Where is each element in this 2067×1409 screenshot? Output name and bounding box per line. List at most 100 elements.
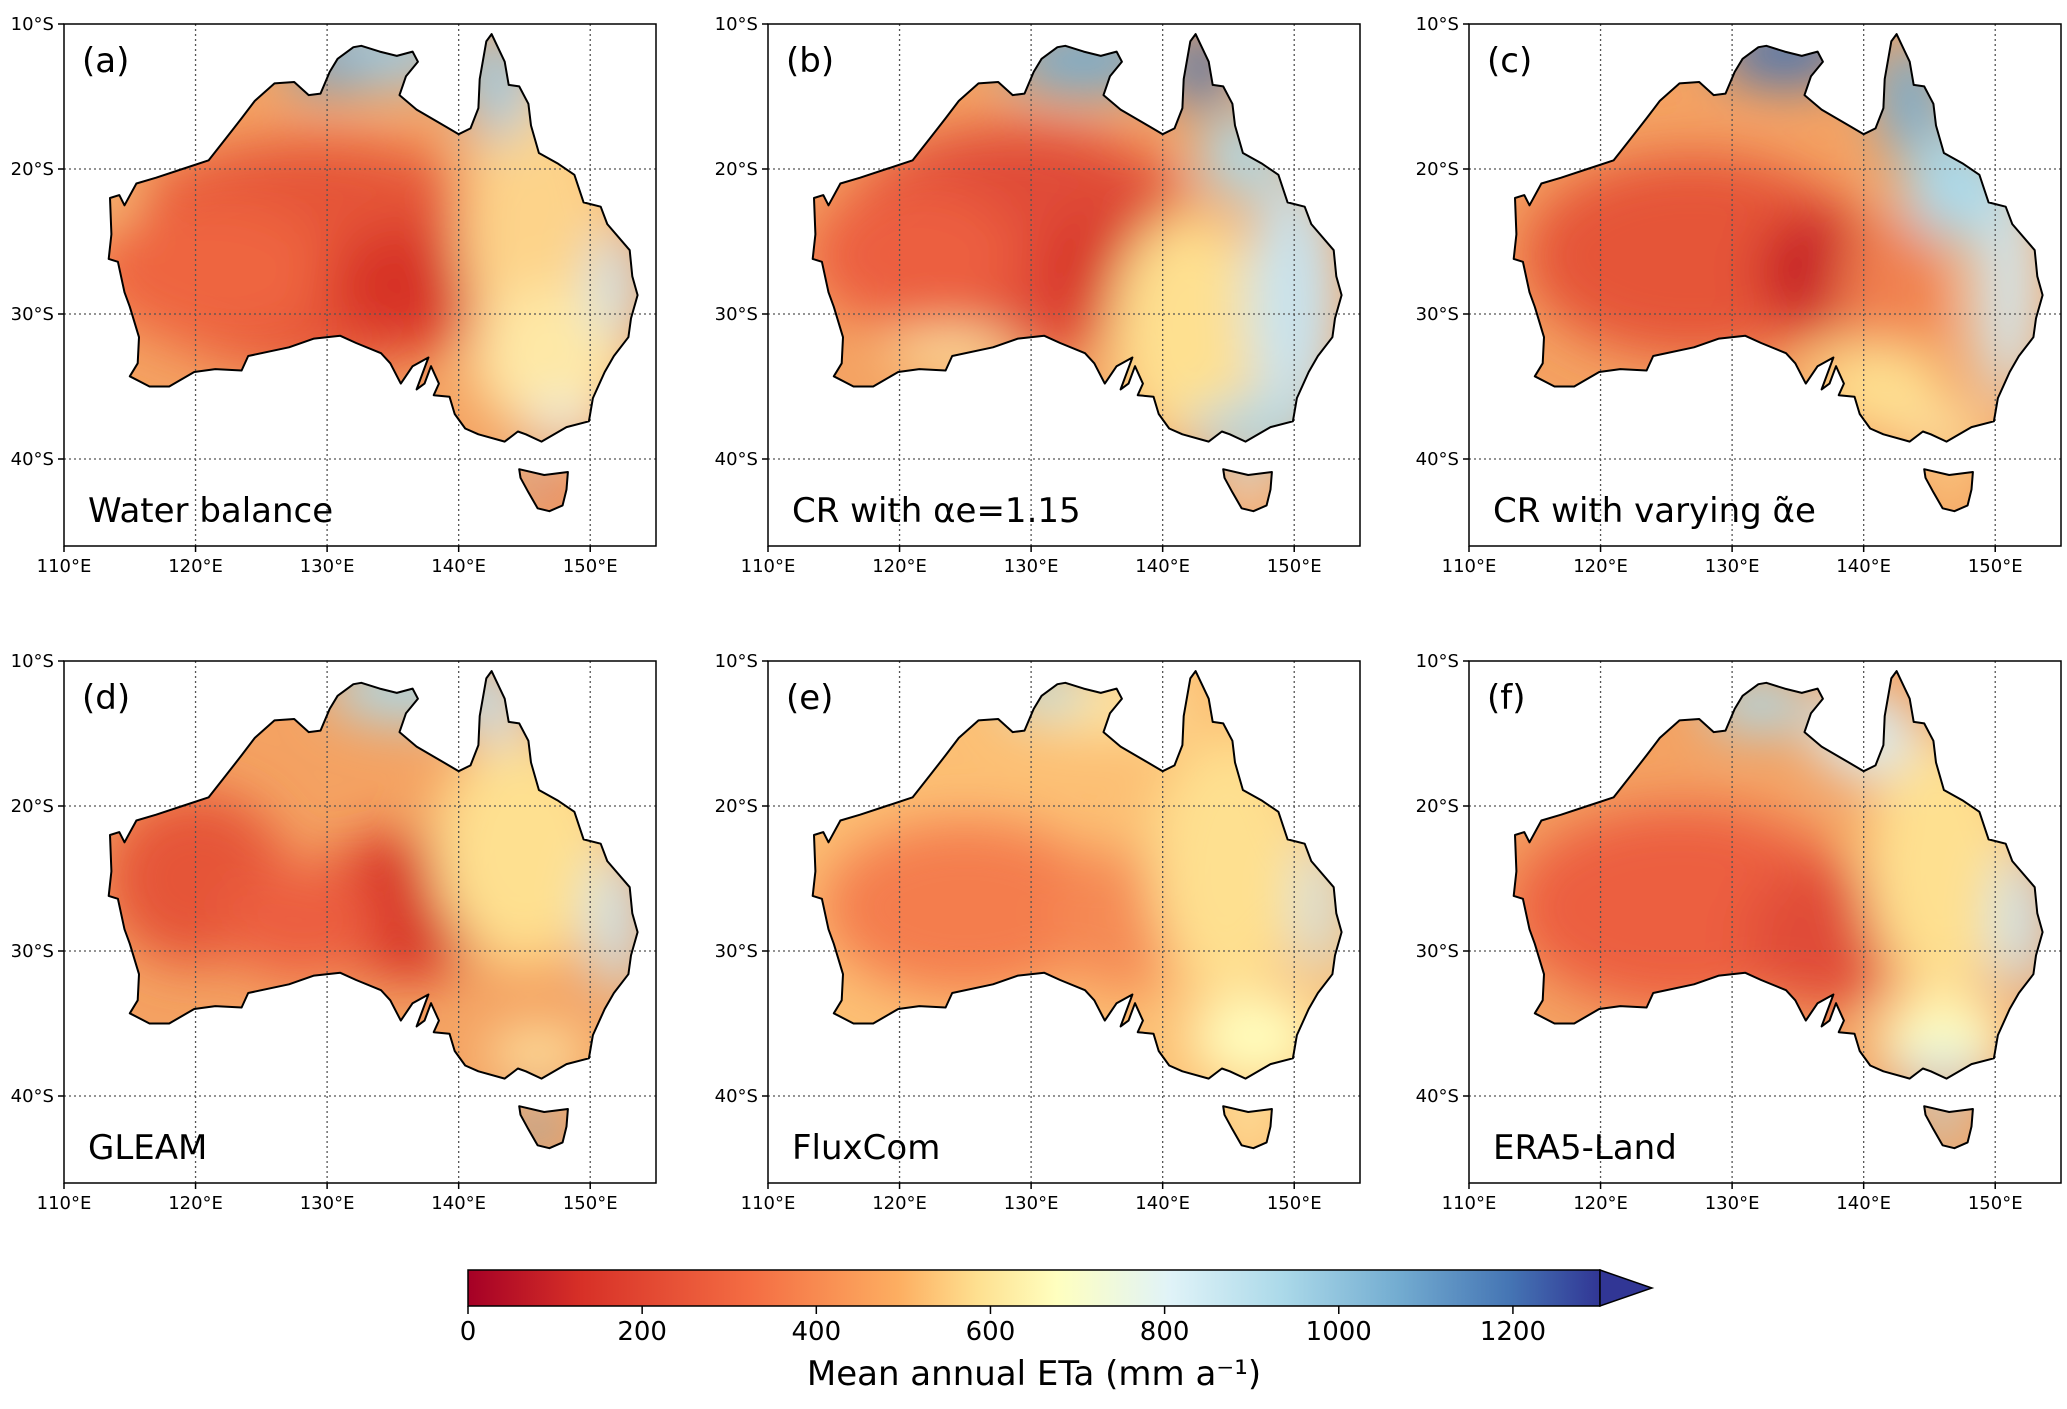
lat-tick-label: 10°S	[1416, 14, 1459, 35]
lon-tick-label: 130°E	[1705, 556, 1760, 577]
lat-tick-label: 10°S	[11, 14, 54, 35]
lon-tick-label: 130°E	[1004, 1193, 1059, 1214]
lon-tick-label: 150°E	[1267, 556, 1322, 577]
lon-tick-label: 130°E	[1705, 1193, 1760, 1214]
lon-tick-label: 110°E	[1442, 556, 1497, 577]
lon-tick-label: 120°E	[168, 1193, 223, 1214]
lon-tick-label: 120°E	[872, 1193, 927, 1214]
lon-tick-label: 140°E	[1836, 556, 1891, 577]
panel-label: Water balance	[88, 491, 333, 531]
lon-tick-label: 110°E	[37, 1193, 92, 1214]
colorbar-tick-label: 1000	[1306, 1317, 1372, 1347]
coastline-mainland	[1512, 670, 2044, 1080]
lat-tick-label: 30°S	[1416, 941, 1459, 962]
coastline-mainland	[107, 33, 639, 443]
lat-tick-label: 20°S	[11, 796, 54, 817]
et-patch	[485, 1029, 591, 1076]
et-patch	[1202, 111, 1282, 198]
et-field	[812, 671, 1342, 1149]
colorbar-tick-label: 400	[791, 1317, 841, 1347]
lat-tick-label: 30°S	[1416, 304, 1459, 325]
lon-tick-label: 110°E	[741, 556, 796, 577]
et-patch	[1004, 671, 1084, 712]
et-patch	[1718, 34, 1851, 85]
map-panel: 110°E 120°E 130°E 140°E 150°E 10°S 20°S 30°S 40°…	[11, 651, 657, 1214]
et-patch	[221, 864, 380, 980]
lat-tick-label: 10°S	[11, 651, 54, 672]
panel-label: ERA5-Land	[1493, 1128, 1677, 1168]
lon-tick-label: 110°E	[741, 1193, 796, 1214]
lat-tick-label: 20°S	[715, 159, 758, 180]
et-patch	[1928, 467, 1971, 509]
lat-tick-label: 30°S	[715, 941, 758, 962]
lat-tick-label: 40°S	[715, 449, 758, 470]
lat-tick-label: 20°S	[1416, 159, 1459, 180]
coastline-tasmania	[518, 468, 569, 513]
lon-tick-label: 120°E	[1573, 1193, 1628, 1214]
axes-frame	[63, 660, 657, 1184]
panel-label: GLEAM	[88, 1128, 207, 1168]
lon-tick-label: 150°E	[1267, 1193, 1322, 1214]
et-patch	[287, 44, 367, 91]
colorbar-tick-label: 200	[617, 1317, 667, 1347]
colorbar-tick-label: 0	[460, 1317, 477, 1347]
coastline-tasmania	[518, 1105, 569, 1150]
map-panel: 110°E 120°E 130°E 140°E 150°E 10°S 20°S 30°S 40°…	[1416, 651, 2062, 1214]
lat-tick-label: 20°S	[1416, 796, 1459, 817]
lon-tick-label: 130°E	[300, 556, 355, 577]
axes-frame	[63, 23, 657, 547]
colorbar: 0 200 400 600 800 1000 1200 Mean annual ETa (m…	[460, 1268, 1655, 1394]
lat-tick-label: 40°S	[1416, 449, 1459, 470]
lat-tick-label: 10°S	[715, 651, 758, 672]
lon-tick-label: 110°E	[1442, 1193, 1497, 1214]
lon-tick-label: 140°E	[431, 556, 486, 577]
et-patch	[1227, 1104, 1270, 1146]
coastline-mainland	[1512, 33, 2044, 443]
coastline-tasmania	[1222, 1105, 1273, 1150]
lat-tick-label: 30°S	[715, 304, 758, 325]
panel-tag: (f)	[1487, 678, 1526, 718]
lon-tick-label: 140°E	[1135, 556, 1190, 577]
et-patch	[1189, 994, 1321, 1082]
panel-tag: (a)	[82, 41, 129, 81]
lon-tick-label: 150°E	[563, 1193, 618, 1214]
et-field	[1513, 34, 2043, 512]
panel-label: FluxCom	[792, 1128, 940, 1168]
colorbar-label: Mean annual ETa (mm a⁻¹)	[807, 1354, 1261, 1394]
et-patch	[886, 330, 1018, 371]
colorbar-bar	[467, 1269, 1601, 1307]
panel-tag: (d)	[82, 678, 130, 718]
et-patch	[592, 227, 638, 343]
coastline-mainland	[811, 670, 1343, 1080]
et-patch	[1227, 467, 1270, 509]
map-panel: 110°E 120°E 130°E 140°E 150°E 10°S 20°S 30°S 40°…	[715, 14, 1361, 577]
et-patch	[1890, 409, 1996, 451]
lat-tick-label: 10°S	[1416, 651, 1459, 672]
axes-frame	[767, 660, 1361, 1184]
et-patch	[812, 183, 1018, 329]
colorbar-extend-arrow	[1599, 1268, 1655, 1308]
et-field	[1513, 671, 2043, 1149]
coastline-mainland	[811, 33, 1343, 443]
et-patch	[432, 733, 617, 966]
map-panel: 110°E 120°E 130°E 140°E 150°E 10°S 20°S 30°S 40°…	[11, 14, 657, 577]
et-patch	[1863, 733, 2022, 995]
lon-tick-label: 150°E	[1968, 556, 2023, 577]
coastline-tasmania	[1222, 468, 1273, 513]
lon-tick-label: 150°E	[1968, 1193, 2023, 1214]
colorbar-tick-label: 600	[966, 1317, 1016, 1347]
panel-label: CR with varying α̃e	[1493, 491, 1816, 531]
axes-frame	[1468, 23, 2062, 547]
et-field	[108, 671, 638, 1149]
et-patch	[300, 34, 459, 88]
lon-tick-label: 120°E	[872, 556, 927, 577]
map-panel: 110°E 120°E 130°E 140°E 150°E 10°S 20°S 30°S 40°…	[715, 651, 1361, 1214]
colorbar-tick-label: 1200	[1480, 1317, 1546, 1347]
et-patch	[1811, 690, 1917, 777]
axes-frame	[1468, 660, 2062, 1184]
et-patch	[1890, 1052, 1996, 1088]
lat-tick-label: 40°S	[11, 449, 54, 470]
et-patch	[1149, 733, 1308, 995]
et-field	[812, 34, 1342, 512]
lon-tick-label: 130°E	[300, 1193, 355, 1214]
